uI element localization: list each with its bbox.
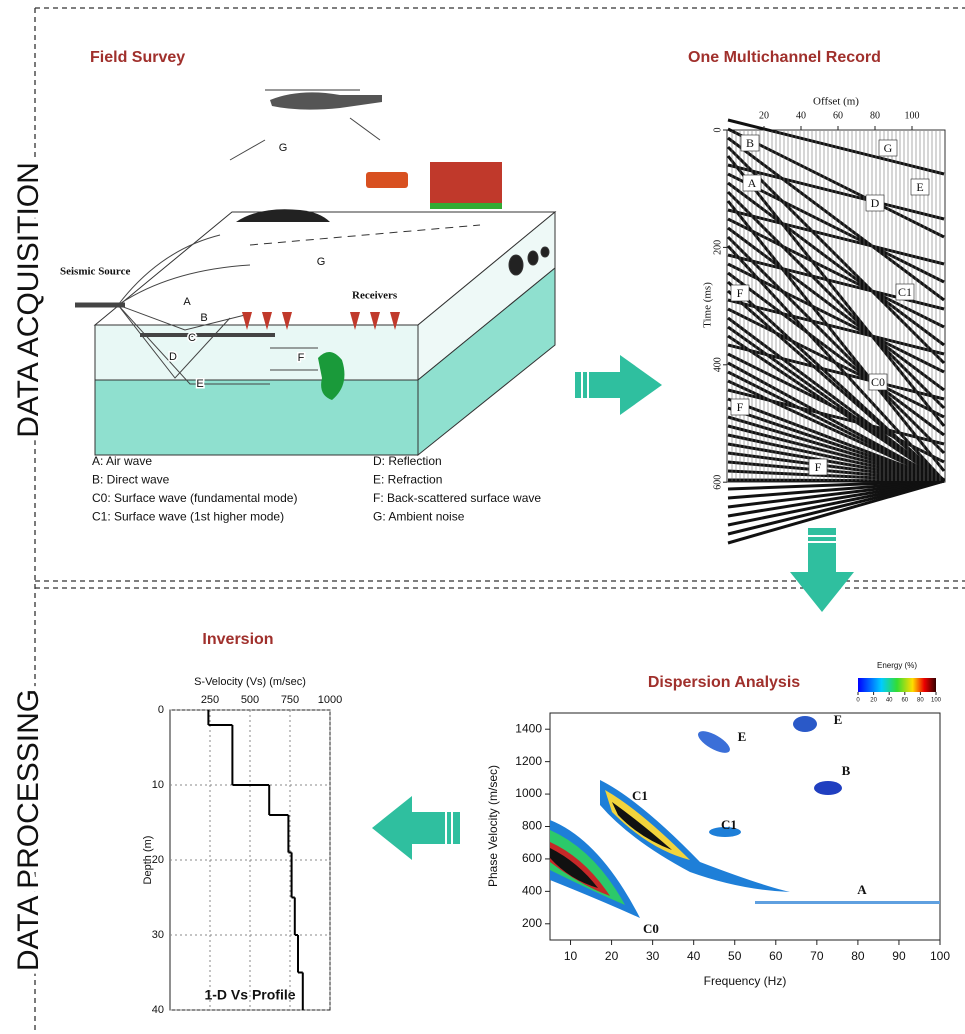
y-tick-label: 1000 bbox=[515, 786, 542, 800]
legend-entry: D: Reflection bbox=[373, 454, 442, 468]
wave-marker: E bbox=[738, 729, 747, 744]
y-tick-label: 30 bbox=[152, 929, 164, 941]
colorbar-tick-label: 80 bbox=[917, 698, 924, 704]
legend-entry: C0: Surface wave (fundamental mode) bbox=[92, 491, 297, 505]
colorbar-tick-label: 20 bbox=[870, 698, 877, 704]
receivers-label: Receivers bbox=[352, 290, 398, 302]
x-tick-label: 40 bbox=[796, 110, 806, 121]
x-tick-label: 90 bbox=[892, 949, 906, 963]
wave-marker: F bbox=[298, 352, 305, 364]
y-tick-label: 600 bbox=[712, 475, 723, 490]
figure: Field Survey One Multichannel Record Inv… bbox=[0, 0, 965, 1034]
panel-title: Dispersion Analysis bbox=[648, 674, 800, 691]
x-tick-label: 10 bbox=[564, 949, 578, 963]
axis-label: Offset (m) bbox=[813, 96, 859, 108]
dispersion-frame bbox=[550, 713, 940, 940]
wave-marker: B bbox=[746, 136, 754, 150]
wave-marker: G bbox=[317, 256, 326, 268]
x-tick-label: 100 bbox=[930, 949, 950, 963]
x-tick-label: 30 bbox=[646, 949, 660, 963]
legend-entry: G: Ambient noise bbox=[373, 510, 465, 524]
wave-marker: A bbox=[748, 176, 757, 190]
wave-marker: C1 bbox=[898, 285, 912, 299]
x-tick-label: 250 bbox=[201, 694, 219, 706]
wave-marker: F bbox=[737, 400, 744, 414]
colorbar-label: Energy (%) bbox=[877, 661, 917, 670]
x-tick-label: 60 bbox=[769, 949, 783, 963]
x-tick-label: 500 bbox=[241, 694, 259, 706]
source-label: Seismic Source bbox=[60, 266, 130, 278]
wave-marker: D bbox=[871, 196, 880, 210]
x-tick-label: 750 bbox=[281, 694, 299, 706]
y-tick-label: 1400 bbox=[515, 721, 542, 735]
section-label: DATA PROCESSING bbox=[12, 689, 45, 971]
wave-marker: G bbox=[884, 141, 893, 155]
axis-label: Time (ms) bbox=[702, 282, 714, 328]
panel-title: Field Survey bbox=[90, 49, 185, 66]
axis-label: Phase Velocity (m/sec) bbox=[486, 765, 500, 887]
y-tick-label: 0 bbox=[712, 128, 723, 133]
y-tick-label: 400 bbox=[712, 357, 723, 372]
wave-marker: E bbox=[196, 378, 203, 390]
axis-label: S-Velocity (Vs) (m/sec) bbox=[194, 676, 306, 688]
wave-marker: C bbox=[188, 332, 196, 344]
colorbar-tick-label: 100 bbox=[931, 698, 942, 704]
x-tick-label: 70 bbox=[810, 949, 824, 963]
wave-marker: D bbox=[169, 351, 177, 363]
y-tick-label: 20 bbox=[152, 854, 164, 866]
wave-marker: F bbox=[737, 286, 744, 300]
wave-marker: B bbox=[842, 763, 851, 778]
wave-marker: E bbox=[916, 180, 923, 194]
colorbar bbox=[858, 678, 936, 692]
legend-entry: E: Refraction bbox=[373, 473, 442, 487]
colorbar-tick-label: 60 bbox=[901, 698, 908, 704]
x-tick-label: 100 bbox=[905, 110, 920, 121]
y-tick-label: 600 bbox=[522, 851, 542, 865]
x-tick-label: 80 bbox=[851, 949, 865, 963]
wave-marker: F bbox=[815, 460, 822, 474]
axis-label: Frequency (Hz) bbox=[704, 974, 787, 988]
y-tick-label: 800 bbox=[522, 819, 542, 833]
section-label: DATA ACQUISITION bbox=[12, 162, 45, 438]
wave-marker: E bbox=[834, 712, 843, 727]
y-tick-label: 0 bbox=[158, 704, 164, 716]
panel-title: One Multichannel Record bbox=[688, 49, 881, 66]
x-tick-label: 60 bbox=[833, 110, 843, 121]
wave-marker: A bbox=[857, 882, 867, 897]
wave-marker: B bbox=[200, 312, 207, 324]
page: Field Survey One Multichannel Record Inv… bbox=[0, 0, 965, 1034]
wave-marker: C1 bbox=[721, 817, 737, 832]
wave-marker: A bbox=[183, 296, 191, 308]
wave-marker: C1 bbox=[632, 788, 648, 803]
wave-marker: G bbox=[279, 142, 288, 154]
y-tick-label: 1200 bbox=[515, 754, 542, 768]
legend-entry: B: Direct wave bbox=[92, 473, 170, 487]
legend-entry: A: Air wave bbox=[92, 454, 152, 468]
legend-entry: C1: Surface wave (1st higher mode) bbox=[92, 510, 284, 524]
colorbar-tick-label: 0 bbox=[856, 698, 860, 704]
x-tick-label: 40 bbox=[687, 949, 701, 963]
y-tick-label: 200 bbox=[522, 916, 542, 930]
x-tick-label: 1000 bbox=[318, 694, 342, 706]
x-tick-label: 50 bbox=[728, 949, 742, 963]
panel-title: Inversion bbox=[202, 631, 273, 648]
x-tick-label: 20 bbox=[759, 110, 769, 121]
colorbar-tick-label: 40 bbox=[886, 698, 893, 704]
y-tick-label: 400 bbox=[522, 884, 542, 898]
wave-marker: C0 bbox=[871, 375, 885, 389]
wave-marker: C0 bbox=[643, 921, 659, 936]
legend-entry: F: Back-scattered surface wave bbox=[373, 491, 541, 505]
y-tick-label: 200 bbox=[712, 240, 723, 255]
x-tick-label: 20 bbox=[605, 949, 619, 963]
x-tick-label: 80 bbox=[870, 110, 880, 121]
y-tick-label: 10 bbox=[152, 779, 164, 791]
y-tick-label: 40 bbox=[152, 1004, 164, 1016]
